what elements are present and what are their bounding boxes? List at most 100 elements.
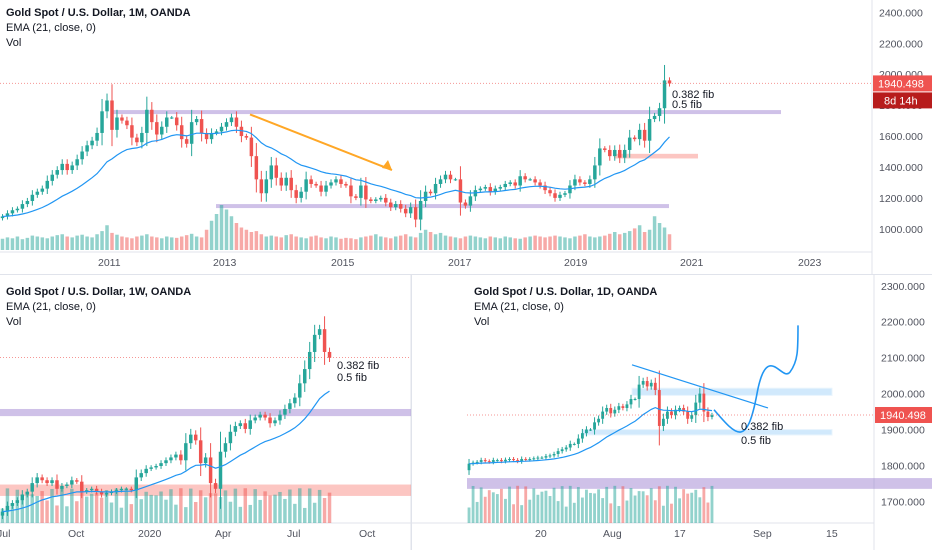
candle-body[interactable] [130, 125, 134, 138]
candle-body[interactable] [174, 454, 178, 458]
candle-body[interactable] [219, 126, 224, 132]
candle-body[interactable] [324, 185, 328, 192]
candle-body[interactable] [585, 429, 588, 434]
candle-body[interactable] [35, 477, 39, 484]
candle-body[interactable] [319, 185, 323, 192]
candle-body[interactable] [75, 480, 79, 482]
candle-body[interactable] [100, 111, 104, 133]
candle-body[interactable] [617, 149, 622, 158]
resistance-zone[interactable] [113, 110, 781, 115]
candle-body[interactable] [104, 493, 109, 495]
candle-body[interactable] [622, 149, 627, 158]
candle-body[interactable] [307, 351, 312, 370]
candle-body[interactable] [198, 440, 203, 464]
candle-body[interactable] [553, 193, 557, 198]
candle-body[interactable] [433, 183, 438, 194]
candle-body[interactable] [15, 500, 20, 504]
candle-body[interactable] [134, 477, 139, 491]
candle-body[interactable] [694, 402, 698, 416]
candle-body[interactable] [613, 409, 617, 414]
candle-body[interactable] [563, 193, 567, 195]
candle-body[interactable] [428, 191, 433, 194]
candle-body[interactable] [179, 454, 183, 461]
candle-body[interactable] [495, 460, 499, 462]
candle-body[interactable] [438, 179, 443, 184]
candle-body[interactable] [710, 415, 714, 417]
candle-body[interactable] [283, 408, 287, 415]
candle-body[interactable] [625, 404, 629, 408]
candle-body[interactable] [209, 132, 214, 140]
candle-body[interactable] [413, 207, 418, 220]
candle-body[interactable] [120, 117, 124, 121]
candle-body[interactable] [645, 381, 649, 387]
candle-body[interactable] [20, 204, 25, 209]
candle-body[interactable] [617, 406, 621, 410]
candle-body[interactable] [498, 187, 503, 189]
candle-body[interactable] [339, 179, 343, 184]
candle-body[interactable] [354, 196, 358, 198]
candle-body[interactable] [218, 451, 223, 489]
candle-body[interactable] [253, 417, 257, 421]
candle-body[interactable] [80, 151, 84, 160]
candle-body[interactable] [129, 488, 134, 491]
candle-body[interactable] [513, 182, 517, 186]
candle-body[interactable] [50, 174, 55, 181]
candle-body[interactable] [621, 406, 625, 408]
candle-body[interactable] [135, 137, 139, 143]
candle-body[interactable] [264, 179, 269, 194]
candle-body[interactable] [0, 511, 5, 516]
candle-body[interactable] [94, 488, 99, 492]
candle-body[interactable] [289, 177, 293, 191]
candle-body[interactable] [40, 477, 44, 481]
candle-body[interactable] [483, 187, 488, 189]
candle-body[interactable] [299, 191, 303, 198]
candle-body[interactable] [686, 411, 690, 419]
candle-body[interactable] [150, 109, 154, 123]
candle-body[interactable] [30, 194, 35, 201]
candle-body[interactable] [5, 213, 10, 217]
candle-body[interactable] [75, 159, 79, 166]
candle-body[interactable] [633, 399, 637, 400]
candle-body[interactable] [467, 463, 471, 471]
candle-body[interactable] [228, 431, 233, 444]
candle-body[interactable] [169, 117, 174, 119]
candle-body[interactable] [493, 188, 498, 192]
candle-body[interactable] [632, 137, 637, 140]
candle-body[interactable] [453, 179, 458, 181]
candle-body[interactable] [593, 422, 596, 430]
candle-body[interactable] [678, 407, 681, 410]
candle-body[interactable] [344, 183, 348, 186]
candle-body[interactable] [238, 423, 243, 427]
chart-pane-monthly[interactable]: 2400.0002200.0002000.0001800.0001600.000… [0, 0, 932, 274]
candle-body[interactable] [55, 480, 59, 489]
candle-body[interactable] [488, 187, 493, 192]
trend-line[interactable] [631, 364, 769, 409]
candle-body[interactable] [532, 458, 536, 460]
daily-chart-svg[interactable]: 2300.000 2200.000 2100.000 2000.000 1900.000… [412, 275, 932, 550]
candle-body[interactable] [374, 199, 378, 201]
candle-body[interactable] [194, 119, 199, 123]
candle-body[interactable] [629, 399, 633, 405]
fib-zone-0382[interactable] [631, 387, 833, 396]
candle-body[interactable] [393, 204, 398, 208]
candle-body[interactable] [552, 453, 556, 456]
candle-body[interactable] [578, 179, 582, 183]
candle-body[interactable] [99, 491, 104, 495]
candle-body[interactable] [268, 417, 272, 424]
candle-body[interactable] [564, 447, 568, 450]
candle-body[interactable] [504, 459, 507, 462]
candle-body[interactable] [10, 503, 15, 506]
candle-body[interactable] [379, 197, 383, 200]
candle-body[interactable] [657, 390, 661, 426]
support-zone[interactable] [467, 478, 932, 489]
candle-body[interactable] [189, 434, 193, 444]
candle-body[interactable] [475, 461, 479, 463]
candle-body[interactable] [605, 407, 609, 412]
candle-body[interactable] [20, 494, 25, 501]
candle-body[interactable] [144, 468, 148, 474]
candle-body[interactable] [85, 145, 89, 152]
candle-body[interactable] [140, 132, 144, 143]
candle-body[interactable] [248, 420, 252, 429]
candle-body[interactable] [322, 329, 327, 352]
candle-body[interactable] [568, 443, 572, 448]
